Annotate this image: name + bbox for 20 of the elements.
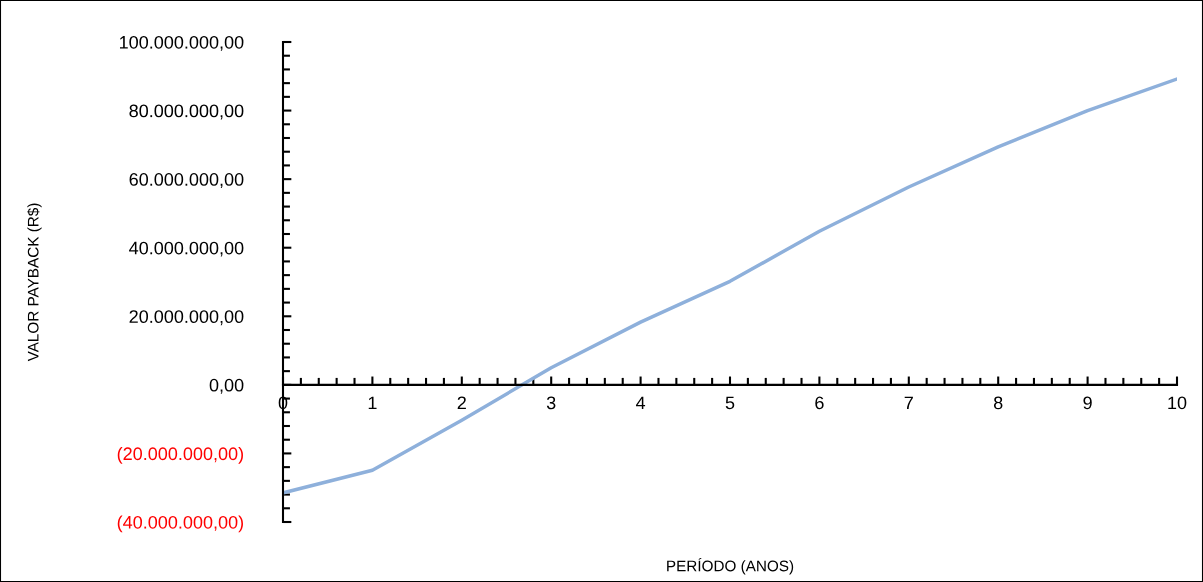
x-axis-title: PERÍODO (ANOS) [667,557,794,575]
x-tick-label: 9 [1083,396,1092,410]
y-tick-label: 40.000.000,00 [129,241,244,257]
y-tick-label: 80.000.000,00 [129,104,244,120]
x-tick-label: 7 [904,396,913,410]
x-tick-label: 2 [457,396,466,410]
y-tick-label: 60.000.000,00 [129,173,244,188]
y-axis-title: VALOR PAYBACK (R$) [27,203,42,362]
y-tick-label: 20.000.000,00 [129,310,244,326]
x-tick-label: 10 [1168,396,1187,410]
x-tick-label: 3 [546,396,556,410]
x-tick-label: 4 [635,396,646,410]
x-tick-label: 5 [725,396,735,410]
y-tick-label: 100.000.000,00 [119,35,244,51]
x-tick-label: 8 [993,396,1003,410]
y-tick-label: (40.000.000,00) [117,515,243,533]
y-tick-label: (20.000.000,00) [117,446,243,464]
x-tick-label: 1 [368,396,377,410]
x-tick-label: 6 [815,396,824,410]
y-tick-label: 0,00 [209,378,244,394]
